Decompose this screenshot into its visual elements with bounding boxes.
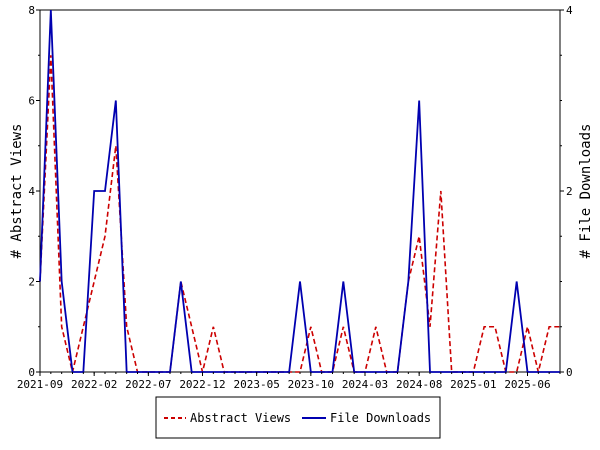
series-layer [39, 9, 560, 373]
legend: Abstract Views File Downloads [155, 396, 441, 439]
x-tick-label: 2025-06 [504, 378, 550, 391]
series-line-file-downloads [39, 9, 560, 373]
y-axis-right-title: # File Downloads [578, 124, 594, 259]
y-axis-right: 0 2 4 [560, 4, 573, 379]
legend-label-abstract-views: Abstract Views [190, 411, 291, 425]
x-tick-label: 2024-08 [396, 378, 442, 391]
y-axis-left: 0 2 4 6 8 [28, 4, 40, 379]
y-left-tick-label: 0 [28, 366, 35, 379]
x-tick-label: 2023-05 [233, 378, 279, 391]
y-right-tick-label: 2 [566, 185, 573, 198]
legend-box [155, 396, 441, 439]
y-left-tick-label: 6 [28, 95, 35, 108]
y-left-tick-label: 4 [28, 185, 35, 198]
x-tick-label: 2022-12 [179, 378, 225, 391]
x-tick-label: 2025-01 [450, 378, 496, 391]
y-right-tick-label: 4 [566, 4, 573, 17]
y-right-tick-label: 0 [566, 366, 573, 379]
legend-label-file-downloads: File Downloads [330, 411, 431, 425]
x-tick-label: 2021-09 [17, 378, 63, 391]
x-axis: 2021-09 2022-02 2022-07 2022-12 2023-05 2023-… [17, 372, 561, 391]
y-left-tick-label: 8 [28, 4, 35, 17]
x-tick-label: 2022-02 [71, 378, 117, 391]
x-tick-label: 2023-10 [288, 378, 334, 391]
x-tick-label: 2022-07 [125, 378, 171, 391]
y-left-tick-label: 2 [28, 276, 35, 289]
x-tick-label: 2024-03 [342, 378, 388, 391]
y-axis-left-title: # Abstract Views [9, 124, 25, 259]
series-line-abstract-views [39, 55, 560, 373]
